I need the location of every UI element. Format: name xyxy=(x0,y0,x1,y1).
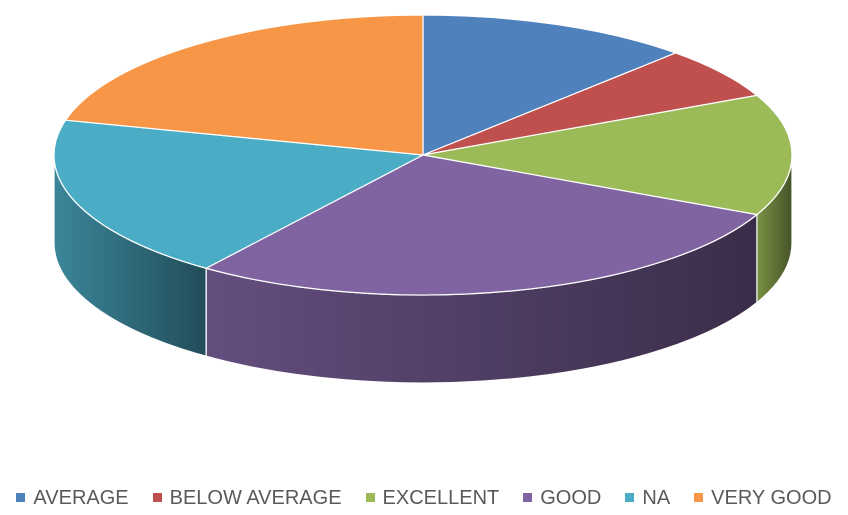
legend-label-na: NA xyxy=(642,486,671,509)
legend-swatch xyxy=(152,493,162,502)
legend-item-good: GOOD xyxy=(523,488,601,508)
legend-item-average: AVERAGE xyxy=(16,486,129,509)
slice-excellent xyxy=(422,94,793,216)
slice-very-good xyxy=(64,14,424,156)
legend-item-very-good: VERY GOOD xyxy=(694,486,832,509)
pie-chart-plot xyxy=(53,14,793,384)
slice-below-average xyxy=(422,52,758,156)
legend-swatch xyxy=(523,493,533,502)
slice-na xyxy=(53,119,424,269)
legend-label-below-average: BELOW AVERAGE xyxy=(169,486,342,509)
legend-item-excellent: EXCELLENT xyxy=(365,486,500,509)
legend-item-below-average: BELOW AVERAGE xyxy=(152,486,342,509)
legend-swatch xyxy=(365,493,375,502)
slice-average xyxy=(422,14,677,156)
legend-swatch xyxy=(16,493,26,502)
legend-label-excellent: EXCELLENT xyxy=(382,486,500,509)
pie-slices xyxy=(53,14,793,296)
legend-swatch xyxy=(694,493,704,502)
legend-item-na: NA xyxy=(625,488,670,508)
legend-swatch xyxy=(625,493,635,502)
legend-label-average: AVERAGE xyxy=(33,486,129,509)
legend-label-very-good: VERY GOOD xyxy=(711,486,832,509)
legend-label-good: GOOD xyxy=(540,486,602,509)
slice-good xyxy=(205,154,758,296)
legend: AVERAGE BELOW AVERAGE EXCELLENT GOOD NA … xyxy=(0,480,848,515)
